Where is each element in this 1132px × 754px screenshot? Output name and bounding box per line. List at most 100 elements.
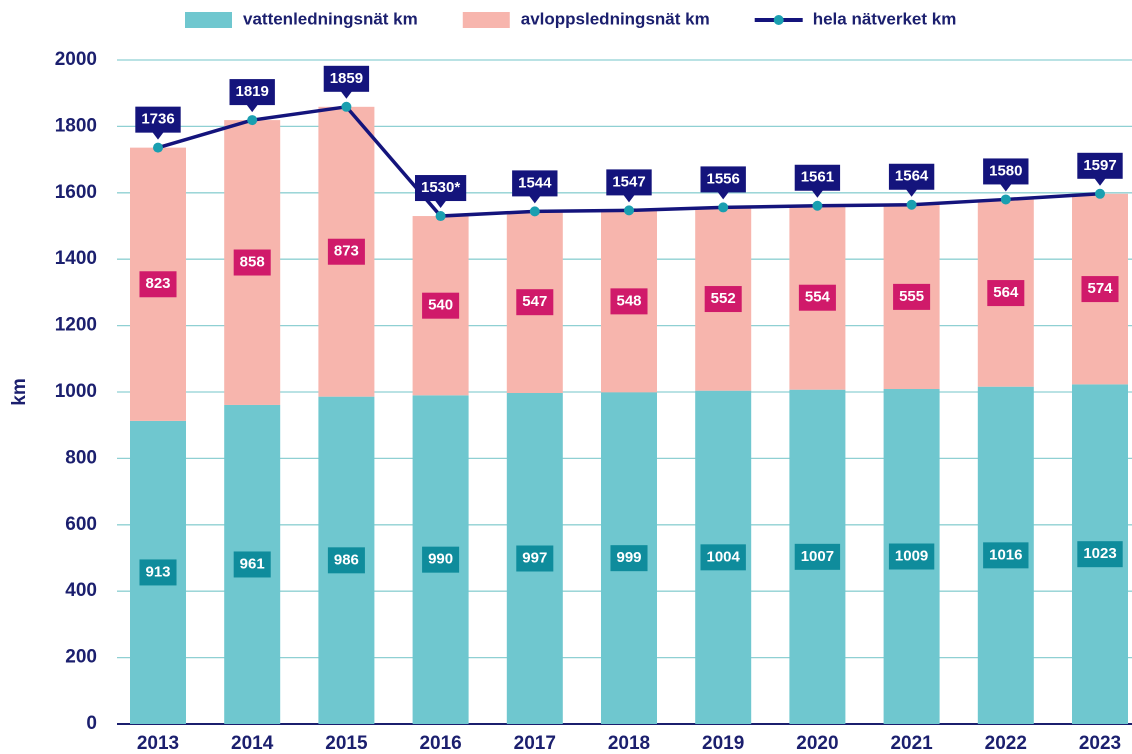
value-label-box [794,543,841,570]
value-label: 1530* [414,175,467,209]
y-tick-label: 1800 [55,115,97,136]
x-tick-label: 2023 [1079,733,1121,754]
value-label: 1597 [1077,152,1123,186]
y-tick-label: 400 [65,580,97,601]
x-tick-label: 2015 [325,733,368,754]
line-marker [435,211,446,222]
value-label-box [139,559,177,586]
line-marker [247,115,258,126]
value-label-pointer [434,200,447,209]
value-label-pointer [811,189,824,198]
y-tick-label: 0 [86,713,97,734]
legend-marker [773,15,784,25]
value-label-box [987,280,1025,307]
line-marker [341,101,352,112]
value-label-text: 548 [616,292,641,309]
value-label-box [983,158,1029,185]
value-label-box [414,175,467,202]
x-tick-label: 2016 [419,733,461,754]
value-label: 858 [233,249,271,276]
x-tick-label: 2019 [702,733,744,754]
value-label: 1023 [1077,541,1123,568]
line-marker [906,199,917,210]
value-label-text: 574 [1087,280,1113,297]
value-label-text: 555 [899,288,924,305]
value-label: 1580 [983,158,1029,192]
x-tick-label: 2020 [796,733,838,754]
value-label: 1561 [794,164,841,198]
value-label-box [229,79,275,106]
value-label-text: 552 [711,290,736,307]
value-label-pointer [152,131,164,140]
value-label-box [893,283,931,310]
value-label-text: 999 [616,549,641,566]
y-tick-label: 200 [65,647,97,668]
x-tick-label: 2014 [231,733,274,754]
line-marker [624,205,634,216]
value-label-text: 997 [522,549,547,566]
value-label-pointer [340,90,353,99]
value-label: 1004 [700,544,746,571]
y-tick-label: 1400 [55,248,97,269]
value-label-text: 1023 [1083,545,1116,562]
legend-label: vattenledningsnät km [243,9,418,28]
value-label-box [233,249,271,276]
value-label: 540 [422,292,460,319]
value-label-text: 913 [145,563,170,580]
value-label-box [327,547,365,574]
value-label-pointer [528,195,541,204]
line-marker [718,202,729,213]
line-marker [1095,188,1105,199]
value-label: 1544 [512,170,558,204]
value-label-text: 1016 [989,546,1022,563]
value-label-text: 564 [993,284,1019,301]
value-label: 1564 [888,163,935,197]
value-label-box [704,286,742,313]
value-label-text: 961 [240,555,265,572]
value-label-box [798,284,836,311]
value-label-box [983,542,1029,569]
x-tick-label: 2022 [985,733,1027,754]
x-tick-label: 2017 [514,733,556,754]
value-label-box [512,170,558,197]
value-label-box [1081,276,1119,303]
legend-label: hela nätverket km [813,9,957,28]
value-label-text: 1009 [895,547,928,564]
value-label: 961 [233,551,271,578]
value-label-text: 1544 [518,174,552,191]
value-label-text: 1859 [330,70,363,87]
value-label-box [1077,152,1123,179]
value-label-pointer [246,104,259,113]
value-label-text: 990 [428,551,453,568]
line-marker [529,206,540,217]
value-label-text: 1556 [707,170,740,187]
value-label-text: 1004 [707,548,741,565]
value-label-box [139,271,177,298]
value-label-text: 986 [334,551,359,568]
value-label: 547 [516,289,554,316]
value-label-text: 554 [805,289,831,306]
value-label-text: 858 [240,253,265,270]
legend-swatch [462,12,510,28]
value-label: 873 [327,238,365,265]
y-tick-label: 1000 [55,381,97,402]
value-label-pointer [623,194,635,203]
value-label-text: 1819 [236,83,269,100]
value-label: 1016 [983,542,1029,569]
y-tick-label: 800 [65,447,97,468]
value-label-text: 1547 [612,173,645,190]
value-label-box [327,238,365,265]
value-label-box [794,164,841,191]
value-label: 1859 [323,65,370,99]
value-label: 997 [516,545,554,572]
value-label-pointer [999,183,1012,192]
value-label: 548 [610,288,648,315]
value-label: 990 [422,546,460,573]
value-label-text: 1564 [895,168,929,185]
value-label-box [888,163,935,190]
y-tick-label: 2000 [55,49,97,70]
value-label-box [422,546,460,573]
value-label: 554 [798,284,836,311]
y-axis-label: km [9,378,30,405]
value-label: 1556 [700,166,746,200]
